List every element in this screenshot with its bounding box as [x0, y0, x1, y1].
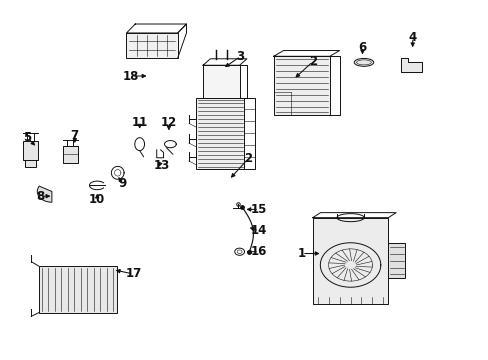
Bar: [387, 243, 405, 278]
Bar: [195, 98, 244, 169]
Text: 17: 17: [125, 267, 141, 280]
Text: 13: 13: [153, 159, 169, 172]
Text: 4: 4: [408, 31, 416, 44]
Bar: [22, 140, 38, 160]
Bar: [273, 56, 329, 116]
Bar: [39, 266, 117, 313]
Text: 6: 6: [358, 41, 366, 54]
Text: 3: 3: [236, 50, 244, 63]
Text: 8: 8: [37, 190, 45, 203]
Wedge shape: [37, 186, 52, 202]
Bar: [25, 159, 36, 167]
Text: 5: 5: [23, 131, 32, 144]
Text: 1: 1: [297, 247, 305, 260]
Text: 12: 12: [161, 116, 177, 129]
Bar: [312, 218, 387, 304]
Bar: [203, 65, 239, 98]
Text: 10: 10: [89, 193, 105, 206]
Text: 11: 11: [131, 116, 147, 129]
Text: 16: 16: [250, 245, 267, 258]
Polygon shape: [400, 58, 422, 72]
Ellipse shape: [353, 58, 373, 66]
Text: 9: 9: [118, 177, 126, 190]
Text: 14: 14: [250, 224, 267, 238]
Text: 15: 15: [250, 203, 267, 216]
Bar: [63, 145, 78, 163]
Text: 18: 18: [123, 69, 139, 82]
Text: 2: 2: [244, 152, 252, 165]
Text: 2: 2: [308, 55, 316, 68]
Bar: [126, 33, 177, 58]
Text: 7: 7: [71, 129, 79, 142]
